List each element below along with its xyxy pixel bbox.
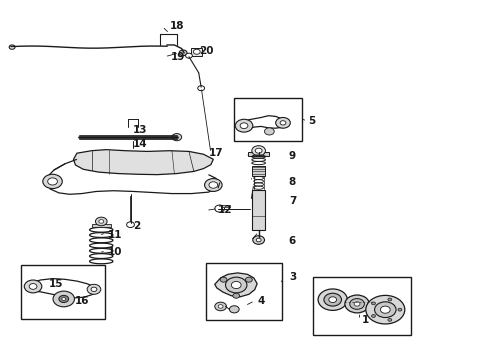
Circle shape xyxy=(220,277,227,282)
Circle shape xyxy=(215,205,224,212)
Bar xyxy=(234,98,302,141)
Circle shape xyxy=(374,302,396,318)
Circle shape xyxy=(179,50,187,56)
Circle shape xyxy=(24,280,42,293)
Bar xyxy=(252,190,266,230)
Circle shape xyxy=(48,178,57,185)
Text: 17: 17 xyxy=(208,148,223,158)
Circle shape xyxy=(235,119,253,132)
Circle shape xyxy=(215,302,226,311)
Text: 13: 13 xyxy=(133,125,147,135)
Circle shape xyxy=(87,284,101,294)
Circle shape xyxy=(350,298,365,309)
Circle shape xyxy=(280,121,286,125)
Circle shape xyxy=(255,148,262,153)
Circle shape xyxy=(231,282,241,289)
Circle shape xyxy=(265,128,274,135)
Text: 4: 4 xyxy=(257,296,265,306)
Circle shape xyxy=(186,53,193,58)
Text: 14: 14 xyxy=(133,139,147,149)
Circle shape xyxy=(253,236,265,244)
Text: 12: 12 xyxy=(218,205,233,215)
Circle shape xyxy=(91,287,97,292)
Polygon shape xyxy=(215,273,257,297)
Circle shape xyxy=(53,291,74,307)
Circle shape xyxy=(240,123,248,129)
Bar xyxy=(206,263,282,320)
Circle shape xyxy=(198,86,204,91)
Text: 5: 5 xyxy=(308,116,316,126)
Circle shape xyxy=(29,284,37,289)
Polygon shape xyxy=(74,150,213,175)
Text: 6: 6 xyxy=(289,236,296,246)
Circle shape xyxy=(204,179,222,192)
Circle shape xyxy=(194,49,200,54)
Circle shape xyxy=(218,305,223,308)
Text: 11: 11 xyxy=(108,230,122,240)
Bar xyxy=(192,48,202,56)
Bar xyxy=(313,277,411,336)
Text: 9: 9 xyxy=(289,151,296,161)
Circle shape xyxy=(229,306,239,313)
Circle shape xyxy=(388,319,392,321)
Circle shape xyxy=(329,297,337,302)
Text: 8: 8 xyxy=(289,177,296,187)
Text: 10: 10 xyxy=(108,247,122,257)
Text: 20: 20 xyxy=(199,46,213,56)
Circle shape xyxy=(43,174,62,189)
Circle shape xyxy=(96,217,107,226)
Circle shape xyxy=(345,295,369,313)
Circle shape xyxy=(366,296,405,324)
Circle shape xyxy=(252,146,266,156)
Bar xyxy=(248,152,270,156)
Bar xyxy=(220,205,230,207)
Circle shape xyxy=(209,182,218,188)
Circle shape xyxy=(126,222,134,228)
Text: 3: 3 xyxy=(289,272,296,282)
Text: 1: 1 xyxy=(362,315,369,325)
Circle shape xyxy=(324,293,342,306)
Text: 18: 18 xyxy=(170,21,184,31)
Circle shape xyxy=(371,315,375,318)
Circle shape xyxy=(256,238,261,242)
Circle shape xyxy=(354,302,360,306)
Circle shape xyxy=(245,277,252,282)
Circle shape xyxy=(172,134,182,141)
Bar xyxy=(21,265,105,319)
Text: 16: 16 xyxy=(74,296,89,306)
Circle shape xyxy=(371,302,375,305)
Circle shape xyxy=(225,277,247,293)
Text: 7: 7 xyxy=(289,197,296,206)
Circle shape xyxy=(59,296,69,302)
Circle shape xyxy=(318,289,347,310)
Circle shape xyxy=(9,45,15,49)
Text: 15: 15 xyxy=(49,279,64,289)
Circle shape xyxy=(233,293,240,298)
Circle shape xyxy=(398,308,402,311)
Circle shape xyxy=(388,298,392,301)
Circle shape xyxy=(380,306,390,313)
Bar xyxy=(92,224,111,227)
Circle shape xyxy=(62,297,66,300)
Bar xyxy=(252,166,265,176)
Circle shape xyxy=(276,117,290,128)
Text: 19: 19 xyxy=(171,52,185,62)
Text: 2: 2 xyxy=(133,221,140,231)
Circle shape xyxy=(99,220,104,223)
